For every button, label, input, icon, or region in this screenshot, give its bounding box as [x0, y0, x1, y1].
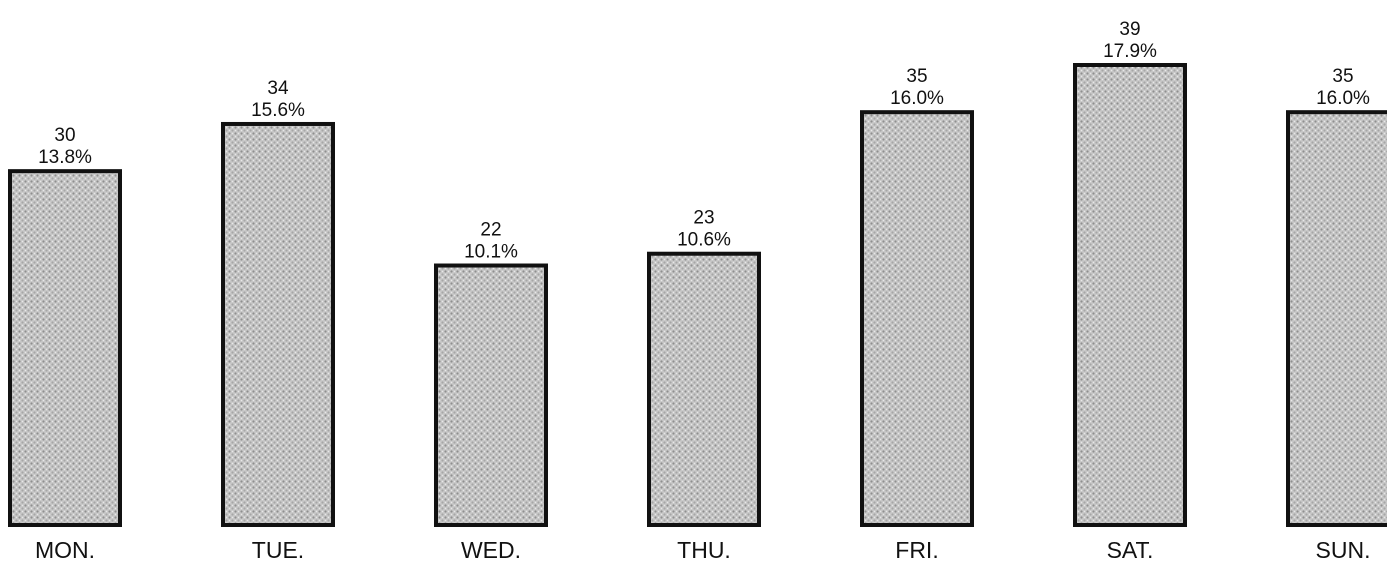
category-label: SUN.	[1316, 537, 1371, 563]
percent-label: 10.1%	[464, 242, 518, 263]
category-label: THU.	[677, 537, 731, 563]
category-label: MON.	[35, 537, 95, 563]
bar-mon	[8, 169, 122, 527]
bar-sun	[1286, 110, 1387, 528]
value-label: 39	[1119, 19, 1140, 40]
bar-wed	[434, 263, 548, 527]
value-label: 34	[267, 78, 289, 99]
percent-label: 16.0%	[890, 88, 944, 109]
value-label: 35	[1332, 66, 1353, 87]
percent-label: 15.6%	[251, 100, 305, 121]
value-label: 23	[693, 208, 714, 229]
bar-sat	[1073, 63, 1187, 527]
percent-label: 13.8%	[38, 147, 92, 168]
bar-thu	[647, 251, 761, 527]
bars-group	[8, 63, 1387, 528]
category-label: SAT.	[1107, 537, 1154, 563]
value-label: 22	[480, 220, 501, 241]
bar-fri	[860, 110, 974, 528]
value-label: 35	[906, 66, 927, 87]
percent-label: 17.9%	[1103, 41, 1157, 62]
value-label: 30	[54, 125, 75, 146]
category-label: TUE.	[252, 537, 304, 563]
percent-label: 16.0%	[1316, 88, 1370, 109]
category-label: FRI.	[895, 537, 938, 563]
percent-label: 10.6%	[677, 230, 731, 251]
category-label: WED.	[461, 537, 521, 563]
bar-tue	[221, 121, 335, 527]
